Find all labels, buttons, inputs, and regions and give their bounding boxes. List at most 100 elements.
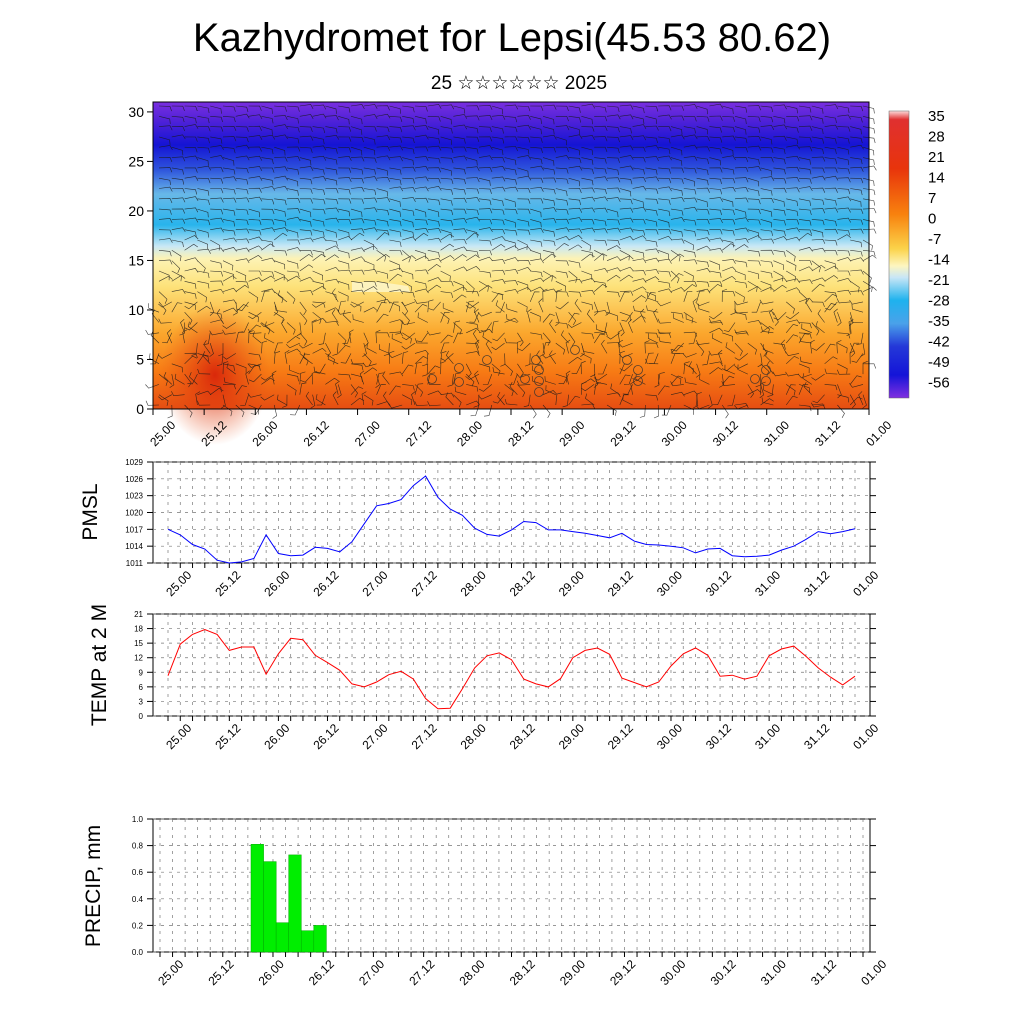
wind-barb (773, 250, 786, 257)
wind-barb (466, 322, 479, 330)
x-tick-label: 27.12 (403, 418, 434, 449)
calm-wind-circle (750, 374, 760, 384)
wind-barb (683, 361, 690, 375)
wind-barb (414, 255, 429, 261)
wind-barb (530, 165, 544, 171)
wind-barb (645, 136, 658, 144)
wind-barbs (145, 103, 877, 419)
wind-barb (222, 146, 236, 154)
wind-barb (299, 135, 314, 141)
wind-barb (504, 177, 517, 185)
wind-barb (658, 186, 672, 192)
wind-barb (440, 353, 454, 361)
wind-barb (158, 105, 172, 112)
wind-barb (850, 290, 864, 296)
wind-barb (509, 381, 518, 395)
wind-barb (709, 283, 723, 292)
wind-barb (222, 237, 237, 243)
wind-barb (590, 363, 596, 378)
wind-barb (184, 291, 197, 299)
wind-barb (683, 270, 694, 282)
x-tick-label: 27.00 (352, 418, 383, 449)
wind-barb (389, 250, 403, 256)
wind-barb (786, 287, 801, 292)
wind-barb (530, 157, 543, 165)
wind-barb (529, 291, 540, 303)
wind-barb (171, 250, 182, 262)
wind-barb (440, 116, 452, 125)
wind-barb (786, 136, 799, 145)
wind-barb (310, 394, 316, 409)
wind-barb (197, 291, 208, 303)
wind-barb (538, 298, 544, 313)
wind-barb (414, 384, 424, 397)
wind-barb (285, 342, 300, 349)
wind-barb (850, 198, 862, 207)
wind-barb (340, 353, 352, 364)
wind-barb (350, 104, 365, 110)
wind-barb (274, 232, 288, 241)
wind-barb (402, 187, 416, 193)
wind-barb (574, 298, 582, 313)
wind-barb (722, 266, 737, 272)
wind-barb (594, 146, 608, 153)
wind-barb (708, 318, 723, 324)
wind-barb (235, 270, 247, 281)
wind-barb (623, 374, 633, 385)
wind-barb (530, 286, 545, 292)
wind-barb (171, 260, 181, 274)
wind-barb (247, 363, 262, 368)
wind-barb (171, 156, 186, 162)
wind-barb (312, 318, 327, 323)
wind-barb (798, 332, 812, 339)
wind-barb (402, 291, 415, 298)
wind-barb (581, 353, 592, 364)
wind-barb (235, 105, 249, 113)
wind-barb (338, 235, 353, 241)
wind-barb (850, 136, 863, 144)
wind-barb (565, 339, 571, 354)
wind-barb (264, 332, 275, 344)
wind-barb (760, 188, 773, 196)
wind-barb (222, 247, 237, 252)
wind-barb (699, 374, 710, 385)
wind-barb (504, 157, 517, 166)
wind-barb (261, 116, 274, 124)
wind-barb (338, 260, 350, 269)
wind-barb (568, 217, 583, 223)
wind-barb (376, 208, 390, 216)
wind-barb (709, 327, 724, 334)
wind-barb (235, 284, 250, 292)
wind-barb (555, 167, 569, 174)
wind-barb (568, 270, 578, 283)
wind-barb (709, 126, 722, 133)
wind-barb (683, 239, 694, 251)
wind-barb (274, 115, 288, 121)
wind-barb (657, 385, 670, 395)
wind-barb (542, 313, 555, 323)
wind-barb (202, 351, 211, 365)
wind-barb (747, 135, 762, 141)
wind-barb (389, 385, 401, 395)
y-tick-label: 10 (128, 302, 144, 318)
wind-barb (786, 260, 797, 271)
wind-barb (478, 328, 493, 334)
wind-barb (658, 177, 672, 184)
wind-barb (171, 363, 183, 373)
wind-barb (274, 219, 287, 227)
wind-barb (187, 373, 198, 385)
wind-barb (683, 219, 697, 226)
wind-barb (478, 177, 491, 186)
wind-barb (261, 270, 275, 277)
wind-barb (350, 386, 364, 395)
wind-barb (722, 208, 735, 215)
wind-barb (376, 313, 389, 323)
wind-barb (811, 247, 826, 253)
wind-barb (222, 105, 236, 112)
x-tick-label: 01.00 (863, 418, 894, 449)
wind-barb (798, 157, 811, 165)
wind-barb (849, 342, 856, 357)
wind-barb (376, 298, 391, 304)
wind-barb (722, 239, 734, 248)
x-tick-label: 26.00 (261, 721, 292, 752)
